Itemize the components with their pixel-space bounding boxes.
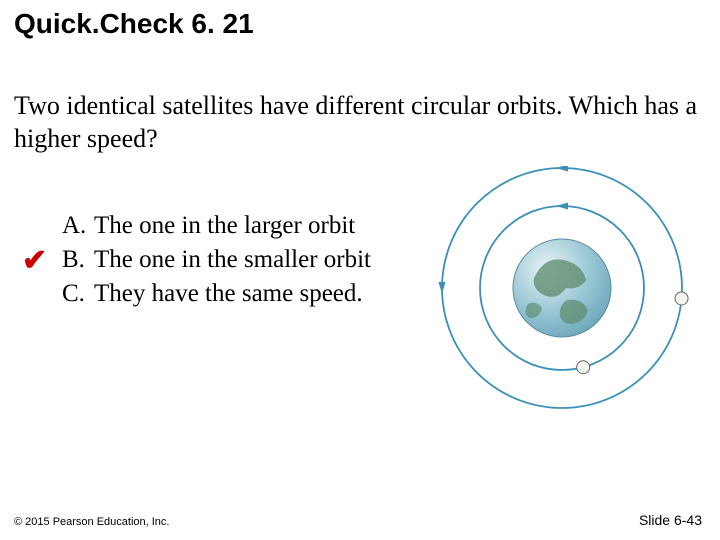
answer-letter: A. xyxy=(62,212,94,240)
answer-row-c: C. They have the same speed. xyxy=(62,280,371,308)
answer-row-a: A. The one in the larger orbit xyxy=(62,212,371,240)
answer-text: They have the same speed. xyxy=(94,280,363,308)
copyright-text: © 2015 Pearson Education, Inc. xyxy=(14,516,169,528)
answer-list: A. The one in the larger orbit B. The on… xyxy=(62,212,371,314)
answer-letter: C. xyxy=(62,280,94,308)
question-text: Two identical satellites have different … xyxy=(14,90,704,155)
answer-text: The one in the larger orbit xyxy=(94,212,355,240)
orbit-diagram xyxy=(428,166,696,410)
answer-text: The one in the smaller orbit xyxy=(94,246,371,274)
answer-row-b: B. The one in the smaller orbit xyxy=(62,246,371,274)
checkmark-icon: ✔ xyxy=(22,243,47,278)
answer-letter: B. xyxy=(62,246,94,274)
slide-root: Quick.Check 6. 21 Two identical satellit… xyxy=(0,0,720,540)
slide-number: Slide 6-43 xyxy=(639,512,702,528)
slide-title: Quick.Check 6. 21 xyxy=(14,8,254,40)
